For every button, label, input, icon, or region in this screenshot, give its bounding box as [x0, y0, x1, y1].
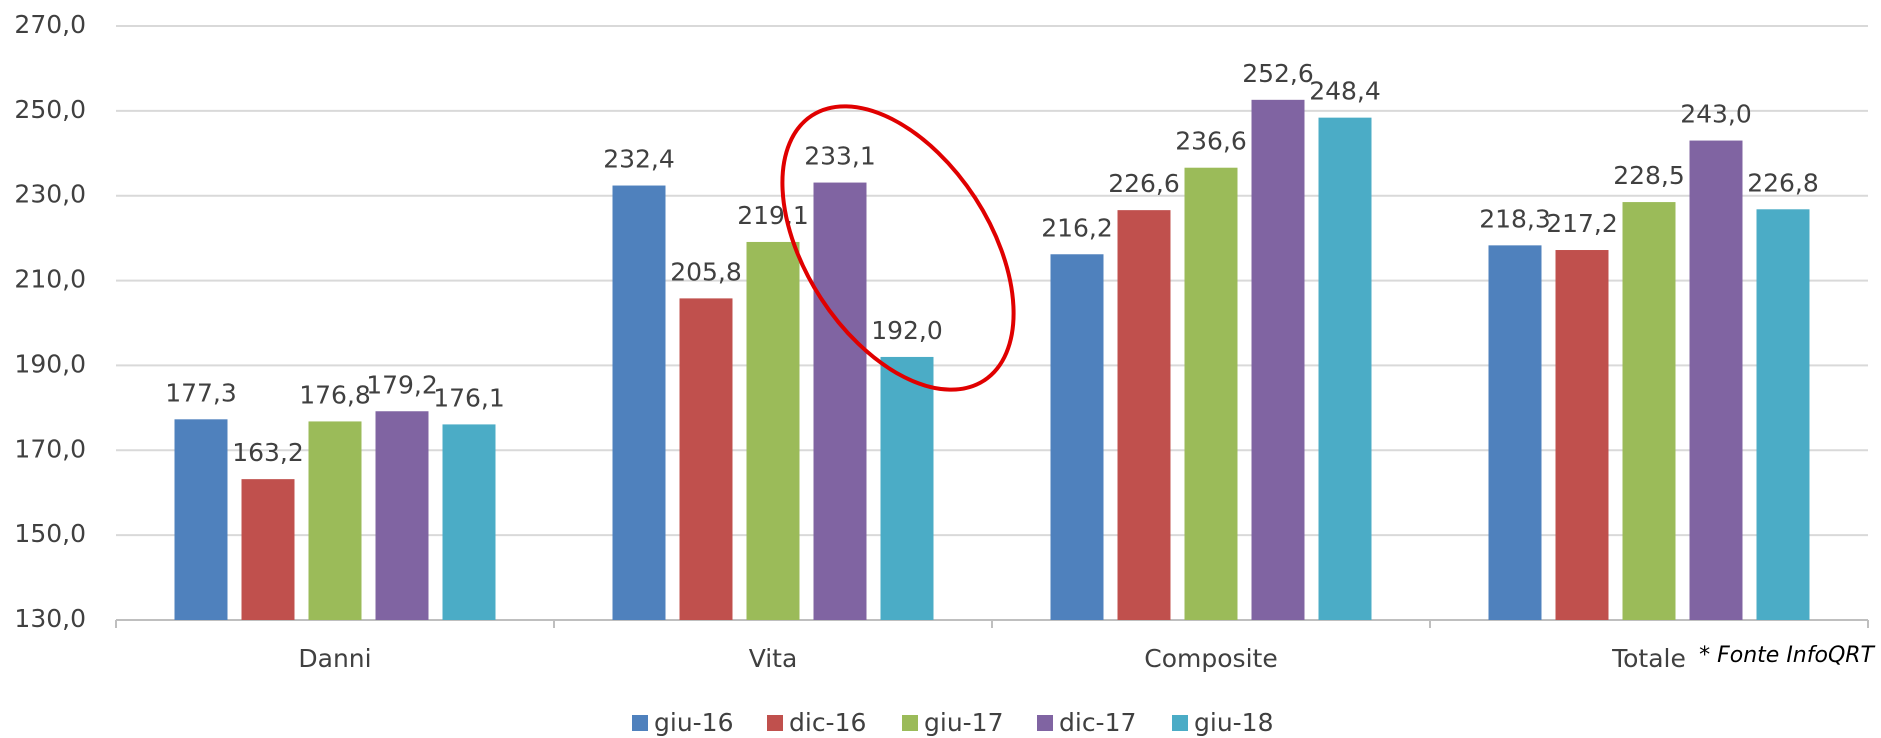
y-tick-label: 250,0	[14, 95, 86, 124]
y-tick-label: 270,0	[14, 10, 86, 39]
x-tick-label: Composite	[1144, 644, 1277, 673]
legend-label: dic-17	[1059, 708, 1136, 737]
data-label: 216,2	[1041, 213, 1113, 242]
footnote: * Fonte InfoQRT	[1699, 643, 1875, 668]
data-label: 228,5	[1613, 161, 1685, 190]
y-tick-label: 230,0	[14, 180, 86, 209]
bar	[880, 356, 934, 620]
legend-swatch	[902, 715, 918, 731]
data-label: 219,1	[737, 201, 809, 230]
bar	[679, 298, 733, 620]
data-label: 218,3	[1479, 204, 1551, 233]
legend-swatch	[1037, 715, 1053, 731]
bar	[813, 182, 867, 620]
bar	[1622, 202, 1676, 621]
y-tick-label: 150,0	[14, 519, 86, 548]
bar	[375, 411, 429, 620]
bar	[1050, 254, 1104, 620]
data-label: 177,3	[165, 378, 237, 407]
data-label: 233,1	[804, 142, 876, 171]
bar	[1117, 210, 1171, 620]
bar	[1756, 209, 1810, 620]
bar	[612, 185, 666, 620]
data-label: 205,8	[670, 257, 742, 286]
bar	[746, 241, 800, 620]
legend-swatch	[1172, 715, 1188, 731]
y-tick-label: 190,0	[14, 349, 86, 378]
bar	[241, 479, 295, 620]
bar	[1689, 140, 1743, 621]
x-tick-label: Danni	[298, 644, 371, 673]
legend-swatch	[767, 715, 783, 731]
y-tick-label: 130,0	[14, 604, 86, 633]
data-label: 248,4	[1309, 77, 1381, 106]
x-tick-label: Vita	[749, 644, 798, 673]
legend-label: giu-17	[924, 708, 1004, 737]
bar	[1184, 167, 1238, 620]
bar	[1251, 99, 1305, 621]
data-label: 176,8	[299, 380, 371, 409]
data-label: 236,6	[1175, 127, 1247, 156]
y-tick-label: 170,0	[14, 434, 86, 463]
bar	[308, 421, 362, 620]
data-label: 226,8	[1747, 168, 1819, 197]
bar	[1318, 117, 1372, 620]
data-label: 192,0	[871, 316, 943, 345]
legend-label: dic-16	[789, 708, 866, 737]
data-label: 243,0	[1680, 100, 1752, 129]
data-label: 176,1	[433, 383, 505, 412]
data-label: 179,2	[366, 370, 438, 399]
legend-swatch	[632, 715, 648, 731]
legend-label: giu-18	[1194, 708, 1274, 737]
data-label: 226,6	[1108, 169, 1180, 198]
bar	[1488, 245, 1542, 620]
legend-label: giu-16	[654, 708, 734, 737]
data-label: 232,4	[603, 145, 675, 174]
data-label: 163,2	[232, 438, 304, 467]
data-label: 252,6	[1242, 59, 1314, 88]
y-tick-label: 210,0	[14, 265, 86, 294]
bar	[1555, 250, 1609, 620]
x-tick-label: Totale	[1611, 644, 1686, 673]
bar	[174, 419, 228, 620]
annotation-ellipse	[780, 104, 1016, 392]
bar	[442, 424, 496, 620]
data-label: 217,2	[1546, 209, 1618, 238]
